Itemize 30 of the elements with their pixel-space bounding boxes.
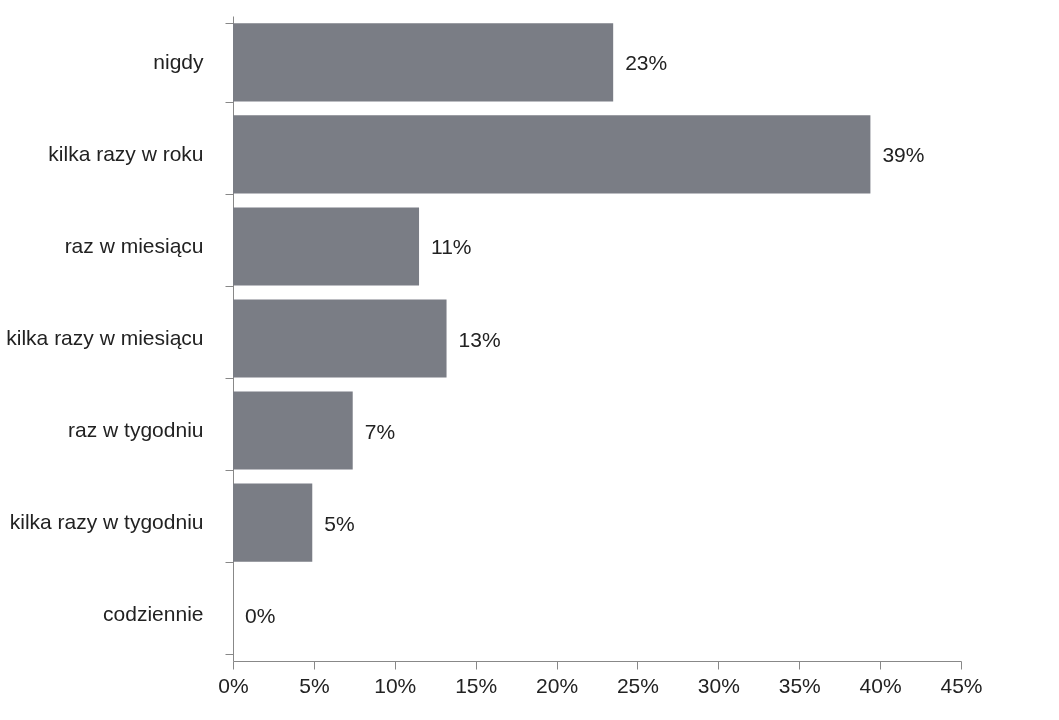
- x-tick-label: 40%: [859, 673, 902, 697]
- data-label: 13%: [458, 327, 501, 351]
- y-tick-label: kilka razy w tygodniu: [9, 510, 204, 534]
- bar: [233, 391, 353, 470]
- x-tick-label: 10%: [374, 673, 417, 697]
- bar: [233, 483, 313, 562]
- y-tick-label: raz w tygodniu: [68, 418, 204, 442]
- x-tick-label: 5%: [299, 673, 330, 697]
- bar: [233, 207, 420, 286]
- x-tick-label: 45%: [940, 673, 983, 697]
- x-tick-label: 30%: [697, 673, 740, 697]
- bar: [233, 299, 447, 378]
- y-tick-label: kilka razy w miesiącu: [6, 326, 204, 349]
- x-tick-label: 20%: [536, 673, 579, 697]
- x-tick-label: 35%: [778, 673, 821, 697]
- bar: [233, 115, 871, 194]
- data-label: 23%: [625, 51, 668, 75]
- y-tick-label: nigdy: [153, 49, 204, 73]
- x-tick-label: 0%: [218, 673, 249, 697]
- y-tick-label: codziennie: [103, 602, 204, 626]
- x-tick-label: 15%: [455, 673, 498, 697]
- bar: [233, 23, 614, 102]
- data-label: 0%: [245, 603, 276, 627]
- data-label: 5%: [324, 511, 355, 535]
- y-tick-label: raz w miesiącu: [64, 233, 204, 257]
- x-tick-label: 25%: [616, 673, 659, 697]
- data-label: 39%: [882, 143, 925, 167]
- data-label: 11%: [431, 235, 472, 259]
- data-label: 7%: [364, 419, 396, 443]
- y-tick-label: kilka razy w roku: [48, 141, 204, 165]
